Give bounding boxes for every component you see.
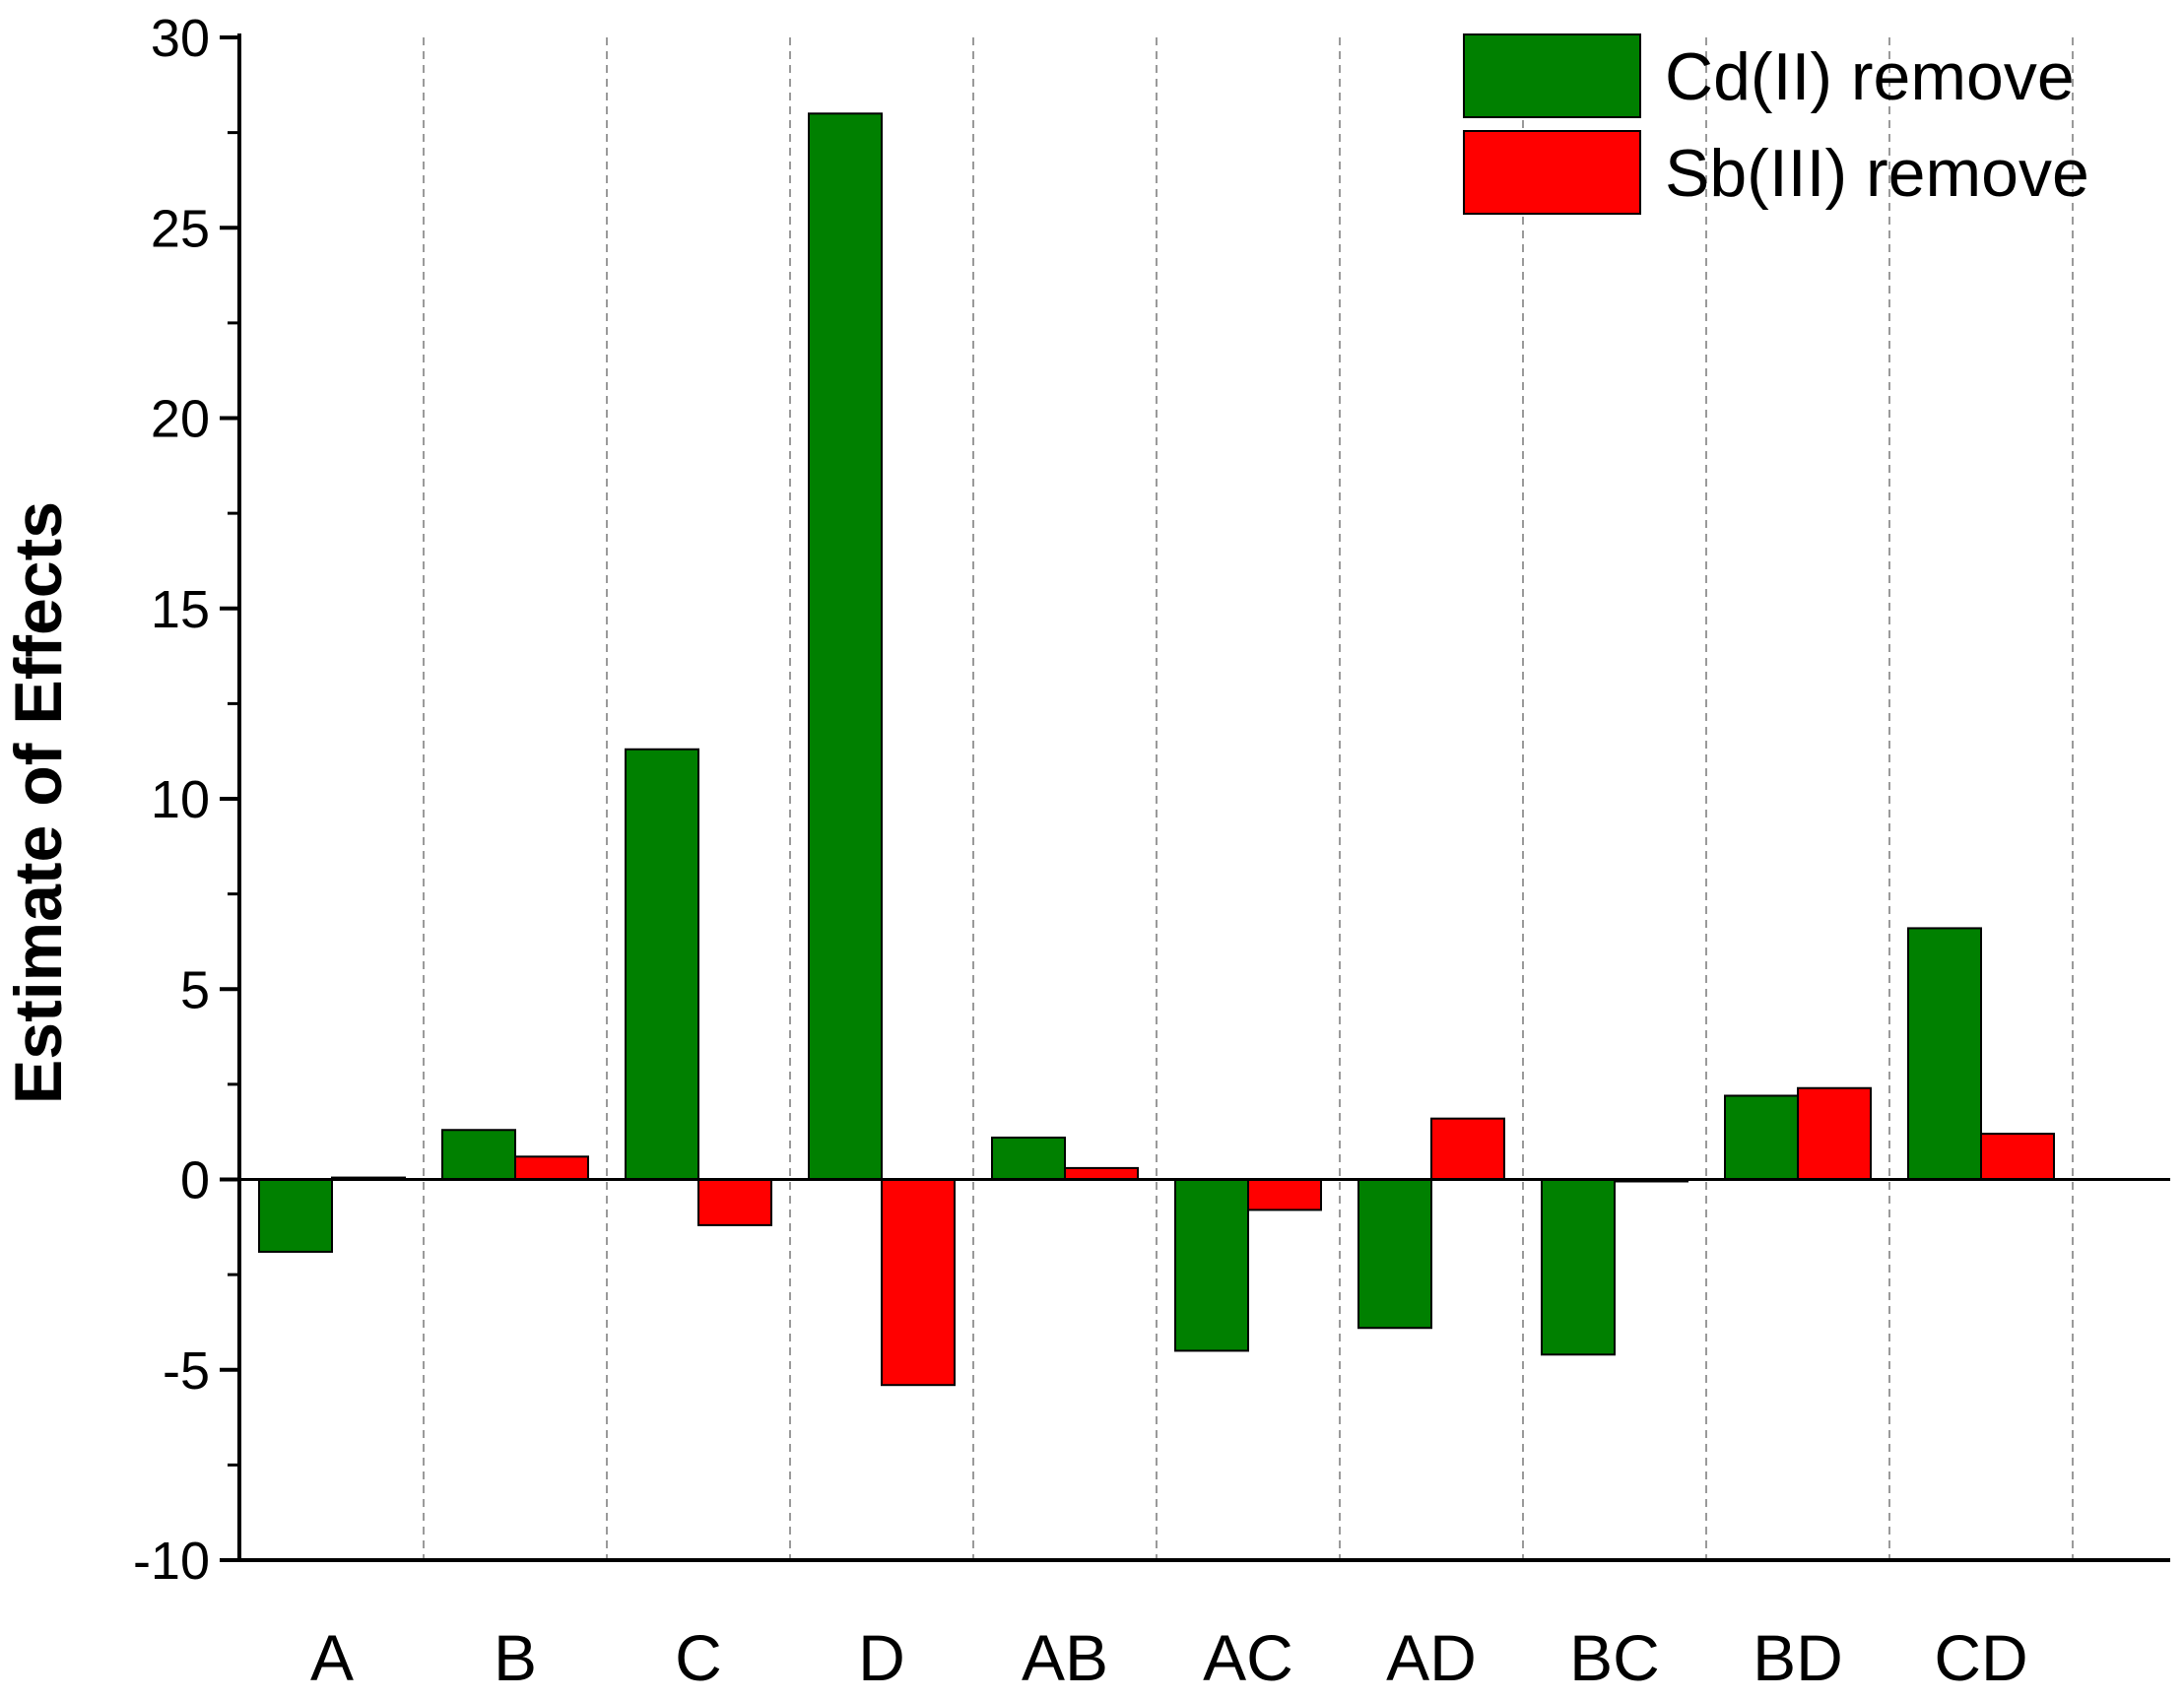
bar-sb-d [881, 1178, 956, 1387]
bar-cd-d [808, 112, 883, 1181]
x-tick-label-c: C [675, 1621, 722, 1694]
y-axis-ticks: -10 -5 0 5 10 15 20 25 30 [133, 9, 239, 1591]
bar-cd-b [441, 1129, 516, 1181]
x-axis-category-labels: A B C D AB AC AD BC BD CD [310, 1621, 2028, 1694]
y-axis-title: Estimate of Effects [1, 501, 76, 1104]
x-tick-label-d: D [858, 1621, 905, 1694]
x-tick-label-bd: BD [1753, 1621, 1843, 1694]
x-tick-label-bc: BC [1569, 1621, 1660, 1694]
bar-cd-ad [1357, 1178, 1432, 1330]
bar-sb-ad [1430, 1117, 1505, 1181]
y-tick-label: 30 [151, 9, 210, 68]
bar-cd-ac [1174, 1178, 1249, 1352]
bar-series [258, 112, 2055, 1387]
y-tick-label: 25 [151, 199, 210, 258]
legend: Cd(II) remove Sb(III) remove [1463, 33, 2089, 215]
bar-sb-cd [1980, 1133, 2055, 1181]
y-tick-label: -10 [133, 1532, 210, 1591]
legend-label: Cd(II) remove [1665, 39, 2075, 114]
bar-cd-cd [1907, 927, 1982, 1181]
y-tick-label: -5 [163, 1341, 210, 1401]
y-tick-label: 10 [151, 770, 210, 829]
y-tick-label: 0 [180, 1151, 210, 1210]
vertical-gridlines [423, 37, 2074, 1560]
bar-cd-ab [991, 1136, 1066, 1181]
x-tick-label-cd: CD [1934, 1621, 2027, 1694]
legend-swatch [1463, 130, 1641, 215]
legend-swatch [1463, 33, 1641, 118]
bar-sb-ab [1064, 1166, 1139, 1181]
bar-sb-b [514, 1155, 589, 1181]
y-tick-label: 15 [151, 580, 210, 639]
x-tick-label-ab: AB [1022, 1621, 1108, 1694]
bar-sb-bd [1797, 1086, 1872, 1181]
bar-cd-bc [1541, 1178, 1616, 1356]
legend-label: Sb(III) remove [1665, 136, 2089, 211]
bar-cd-bd [1724, 1094, 1799, 1181]
x-tick-label-ad: AD [1386, 1621, 1477, 1694]
bar-sb-ac [1247, 1178, 1322, 1211]
bar-cd-c [625, 748, 699, 1181]
y-tick-label: 5 [180, 960, 210, 1019]
x-tick-label-b: B [494, 1621, 537, 1694]
x-tick-label-a: A [310, 1621, 354, 1694]
y-tick-label: 20 [151, 390, 210, 449]
x-tick-label-ac: AC [1203, 1621, 1293, 1694]
bar-cd-a [258, 1178, 333, 1253]
bar-sb-c [697, 1178, 772, 1226]
